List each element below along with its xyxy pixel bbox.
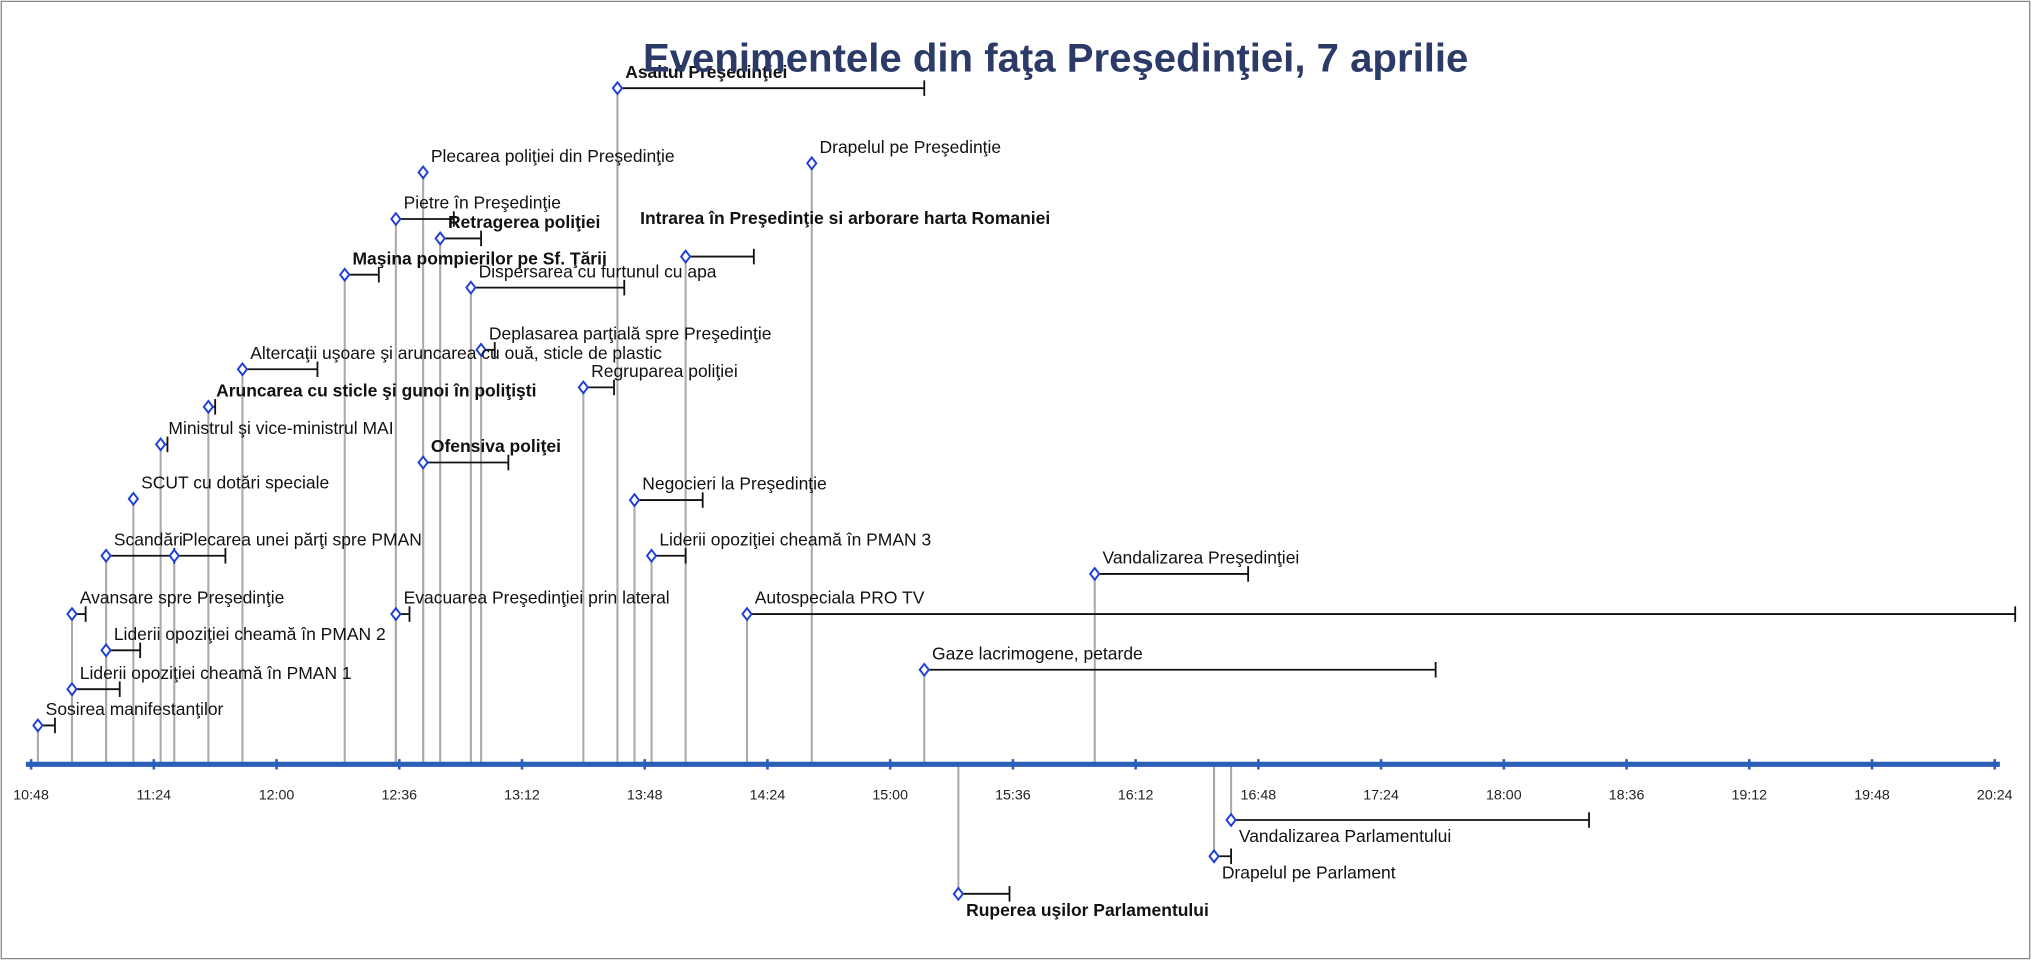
event-marker bbox=[417, 455, 429, 470]
event-marker bbox=[1088, 566, 1101, 582]
x-tick-label: 18:00 bbox=[1486, 787, 1522, 803]
event-marker bbox=[168, 548, 181, 564]
event-label: SCUT cu dotări speciale bbox=[141, 472, 329, 492]
event-label: Plecarea unei părţi spre PMAN bbox=[182, 529, 422, 549]
event-marker bbox=[390, 606, 402, 622]
event-marker bbox=[465, 280, 477, 296]
event-marker bbox=[806, 155, 818, 171]
event-label: Altercaţii uşoare şi aruncarea cu ouă, s… bbox=[250, 343, 662, 363]
event-label: Dispersarea cu furtunul cu apa bbox=[479, 261, 717, 281]
event-marker bbox=[100, 548, 112, 564]
x-tick-label: 16:12 bbox=[1118, 787, 1154, 803]
event-label: Liderii opoziţiei cheamă în PMAN 2 bbox=[114, 624, 386, 644]
x-tick-label: 15:36 bbox=[995, 787, 1031, 803]
event-marker bbox=[577, 379, 590, 395]
event-marker bbox=[66, 681, 78, 697]
x-tick-label: 20:24 bbox=[1977, 787, 2013, 803]
event-label: Aruncarea cu sticle şi gunoi în poliţişt… bbox=[216, 380, 536, 400]
event-marker bbox=[127, 491, 140, 507]
x-tick-label: 10:48 bbox=[13, 787, 49, 803]
event-label: Vandalizarea Parlamentului bbox=[1239, 826, 1451, 846]
event-label: Deplasarea parţială spre Preşedinţie bbox=[489, 323, 772, 343]
x-tick-label: 19:48 bbox=[1854, 787, 1890, 803]
event-marker bbox=[475, 342, 487, 358]
event-label: Intrarea în Preşedinţie si arborare hart… bbox=[640, 208, 1051, 229]
x-tick-label: 13:12 bbox=[504, 787, 540, 803]
event-label: Evacuarea Preşedinţiei prin lateral bbox=[404, 588, 670, 608]
event-label: Regruparea poliţiei bbox=[591, 361, 738, 381]
event-marker bbox=[741, 606, 753, 622]
event-label: Autospeciala PRO TV bbox=[755, 588, 925, 608]
x-tick-label: 15:00 bbox=[872, 787, 908, 803]
event-marker bbox=[434, 231, 446, 246]
event-label: Liderii opoziţiei cheamă în PMAN 3 bbox=[659, 529, 931, 549]
event-marker bbox=[32, 718, 44, 733]
event-label: Asaltul Preşedinţiei bbox=[625, 62, 787, 82]
event-marker bbox=[952, 886, 965, 902]
event-marker bbox=[154, 436, 167, 452]
x-tick-label: 14:24 bbox=[750, 787, 786, 803]
x-tick-label: 11:24 bbox=[137, 787, 172, 803]
event-label: Plecarea poliţiei din Preşedinţie bbox=[431, 146, 675, 166]
event-marker bbox=[338, 267, 351, 283]
event-label: Gaze lacrimogene, petarde bbox=[932, 643, 1143, 663]
event-label: Retragerea poliţiei bbox=[448, 212, 600, 232]
event-label: Drapelul pe Parlament bbox=[1222, 862, 1396, 882]
event-marker bbox=[100, 642, 112, 658]
event-label: Maşina pompierilor pe Sf. Ţării bbox=[352, 248, 606, 268]
event-label: Liderii opoziţiei cheamă în PMAN 1 bbox=[80, 663, 352, 683]
event-label: Negocieri la Preşedinţie bbox=[642, 474, 827, 494]
event-label: Drapelul pe Preşedinţie bbox=[820, 137, 1002, 157]
event-marker bbox=[679, 249, 692, 264]
event-label: Ministrul şi vice-ministrul MAI bbox=[168, 418, 393, 438]
chart-title: Evenimentele din faţa Preşedinţiei, 7 ap… bbox=[643, 35, 1468, 80]
x-tick-label: 12:00 bbox=[259, 787, 295, 803]
event-marker bbox=[1208, 848, 1220, 864]
event-marker bbox=[66, 606, 78, 622]
x-tick-label: 17:24 bbox=[1363, 787, 1399, 803]
event-marker bbox=[1225, 812, 1237, 828]
event-label: Scandări bbox=[114, 529, 183, 549]
event-label: Vandalizarea Preşedinţiei bbox=[1102, 548, 1299, 568]
event-label: Sosirea manifestanţilor bbox=[46, 699, 224, 719]
event-label-box: Intrarea în Preşedinţie si arborare hart… bbox=[640, 208, 1051, 229]
event-label: Pietre în Preşedinţie bbox=[404, 193, 561, 213]
x-tick-label: 18:36 bbox=[1609, 787, 1645, 803]
event-marker bbox=[611, 80, 624, 96]
x-tick-label: 13:48 bbox=[627, 787, 663, 803]
x-tick-label: 12:36 bbox=[381, 787, 417, 803]
event-marker bbox=[628, 492, 641, 508]
event-marker bbox=[390, 211, 402, 227]
event-label: Ofensiva poliţei bbox=[431, 436, 561, 456]
event-marker bbox=[645, 548, 658, 564]
event-marker bbox=[417, 164, 429, 180]
event-marker bbox=[918, 662, 931, 678]
x-tick-label: 19:12 bbox=[1731, 787, 1767, 803]
event-label: Avansare spre Preşedinţie bbox=[80, 588, 285, 608]
event-marker bbox=[202, 399, 215, 415]
event-marker bbox=[236, 361, 249, 377]
event-label: Ruperea uşilor Parlamentului bbox=[966, 900, 1209, 920]
x-tick-label: 16:48 bbox=[1241, 787, 1277, 803]
